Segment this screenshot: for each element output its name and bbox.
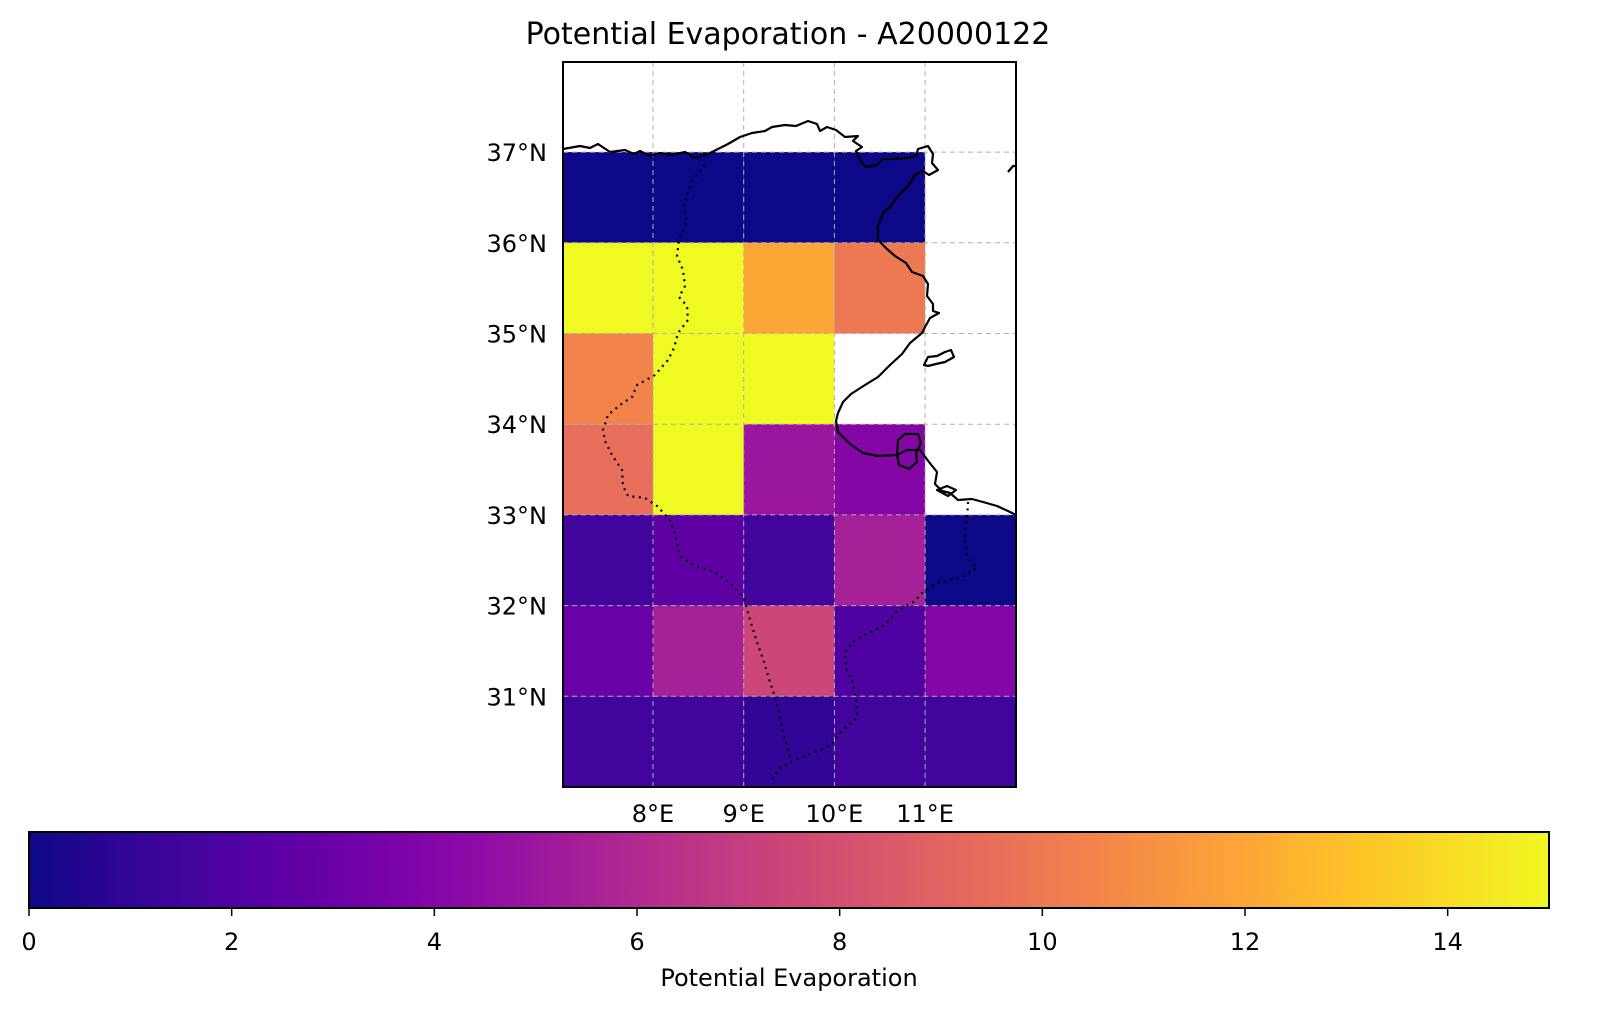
y-tick-label: 32°N [487, 593, 548, 621]
heatmap-cell [653, 605, 744, 697]
heatmap-cell [563, 514, 653, 606]
colorbar-tick-label: 14 [1432, 928, 1463, 956]
heatmap-cell [653, 152, 744, 243]
heatmap-cell [834, 605, 926, 697]
y-tick-label: 37°N [487, 139, 548, 167]
heatmap-cell [743, 605, 835, 697]
heatmap-cell [743, 242, 835, 334]
heatmap-cell [563, 696, 653, 787]
heatmap-cell [834, 152, 926, 243]
colorbar-tick-label: 12 [1230, 928, 1261, 956]
heatmap-cell [834, 696, 926, 787]
colorbar-ticks: 0 2 4 6 8 10 12 14 [21, 908, 1463, 956]
heatmap-cell [563, 152, 653, 243]
heatmap-cell [743, 514, 835, 606]
heatmap-cell [834, 514, 926, 606]
x-tick-label: 10°E [806, 800, 864, 828]
y-axis-ticks: 37°N 36°N 35°N 34°N 33°N 32°N 31°N [487, 139, 548, 711]
colorbar-gradient [28, 831, 1550, 909]
heatmap-cell [743, 333, 835, 425]
y-tick-label: 35°N [487, 321, 548, 349]
heatmap-cell [563, 605, 653, 697]
heatmap-cell [743, 152, 835, 243]
y-tick-label: 36°N [487, 230, 548, 258]
colorbar-label: Potential Evaporation [660, 964, 917, 992]
chart-title: Potential Evaporation - A20000122 [526, 17, 1051, 52]
x-axis-ticks: 8°E 9°E 10°E 11°E [632, 800, 954, 828]
heatmap-cell [834, 242, 926, 334]
gridlines [563, 62, 1016, 787]
colorbar: 0 2 4 6 8 10 12 14 Potential Evaporation [21, 831, 1550, 992]
heatmap-cell [834, 424, 926, 515]
heatmap-cell [925, 696, 1016, 787]
map-axes: 8°E 9°E 10°E 11°E 37°N36°N35°N34°N33°N32°N3… [487, 61, 1017, 828]
heatmap-cell [653, 514, 744, 606]
heatmap-cell [563, 242, 653, 334]
x-tick-label: 8°E [632, 800, 674, 828]
heatmap-cell [743, 424, 835, 515]
x-tick-label: 9°E [722, 800, 764, 828]
colorbar-tick-label: 6 [629, 928, 644, 956]
heatmap-cell [653, 333, 744, 425]
colorbar-tick-label: 0 [21, 928, 36, 956]
y-tick-label: 33°N [487, 502, 548, 530]
colorbar-tick-label: 10 [1027, 928, 1058, 956]
heatmap-cell [743, 696, 835, 787]
colorbar-tick-label: 4 [427, 928, 442, 956]
y-tick-label: 31°N [487, 683, 548, 711]
map-frame [562, 61, 1017, 788]
heatmap-cell [563, 424, 653, 515]
colorbar-tick-label: 8 [832, 928, 847, 956]
heatmap-cell [563, 333, 653, 425]
colorbar-tick-label: 2 [224, 928, 239, 956]
x-tick-label: 11°E [896, 800, 954, 828]
heatmap-cell [925, 605, 1016, 697]
heatmap-cells [563, 152, 1016, 787]
heatmap-cell [653, 242, 744, 334]
heatmap-cell [653, 696, 744, 787]
coastline [563, 119, 1016, 516]
heatmap-cell [653, 424, 744, 515]
y-tick-label: 34°N [487, 411, 548, 439]
